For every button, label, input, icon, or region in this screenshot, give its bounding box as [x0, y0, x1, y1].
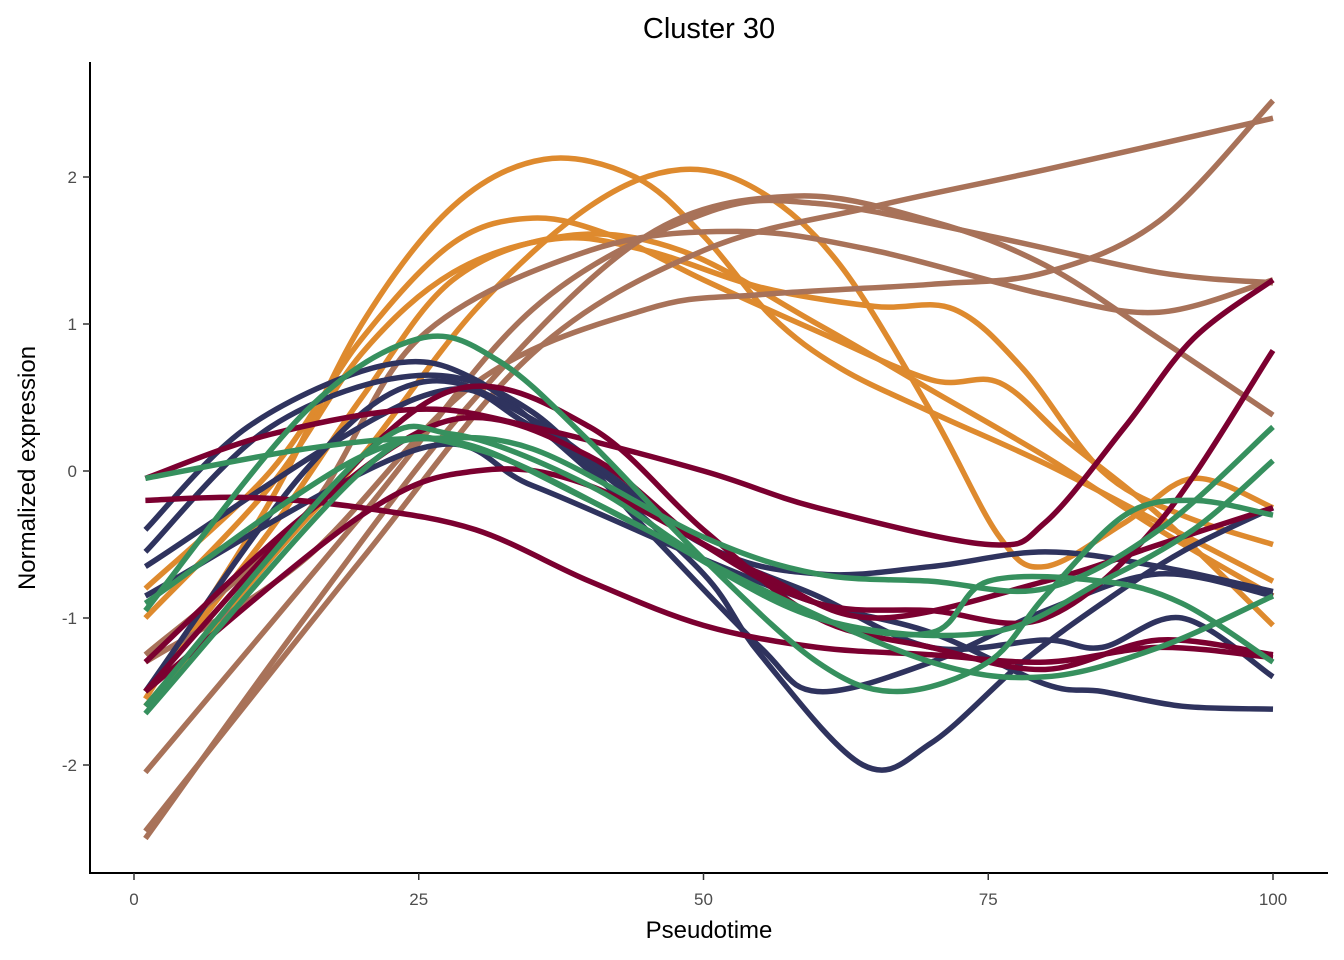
x-axis-label: Pseudotime — [646, 917, 773, 944]
y-ticks: -2 -1 0 1 2 — [62, 168, 90, 775]
series-line-brown-5 — [143, 228, 1274, 657]
series-line-orange-4 — [143, 235, 1274, 620]
series-line-brown-4 — [143, 98, 1275, 665]
series-line-crimson-1 — [144, 277, 1275, 548]
x-tick-label: 100 — [1259, 890, 1287, 909]
series-line-navy-3 — [143, 386, 1274, 595]
series-line-brown-1 — [143, 193, 1275, 841]
x-tick-label: 50 — [694, 890, 713, 909]
y-tick-label: -1 — [62, 609, 77, 628]
y-tick-label: 0 — [68, 462, 77, 481]
y-tick-label: -2 — [62, 756, 77, 775]
y-tick-label: 1 — [68, 315, 77, 334]
x-tick-label: 25 — [409, 890, 428, 909]
series-line-green-1 — [144, 424, 1275, 595]
chart-title: Cluster 30 — [643, 13, 775, 45]
x-tick-label: 0 — [129, 890, 138, 909]
series-line-orange-5 — [143, 231, 1275, 694]
series-line-orange-3 — [143, 215, 1275, 628]
x-tick-label: 75 — [979, 890, 998, 909]
series-line-brown-3 — [143, 197, 1274, 775]
y-tick-label: 2 — [68, 168, 77, 187]
series-line-green-2 — [143, 333, 1274, 695]
series-lines — [143, 98, 1276, 841]
series-line-green-5 — [143, 435, 1275, 639]
x-ticks: 0 25 50 75 100 — [129, 873, 1287, 909]
series-line-brown-2 — [143, 115, 1274, 833]
y-axis-label: Normalized expression — [14, 346, 41, 590]
